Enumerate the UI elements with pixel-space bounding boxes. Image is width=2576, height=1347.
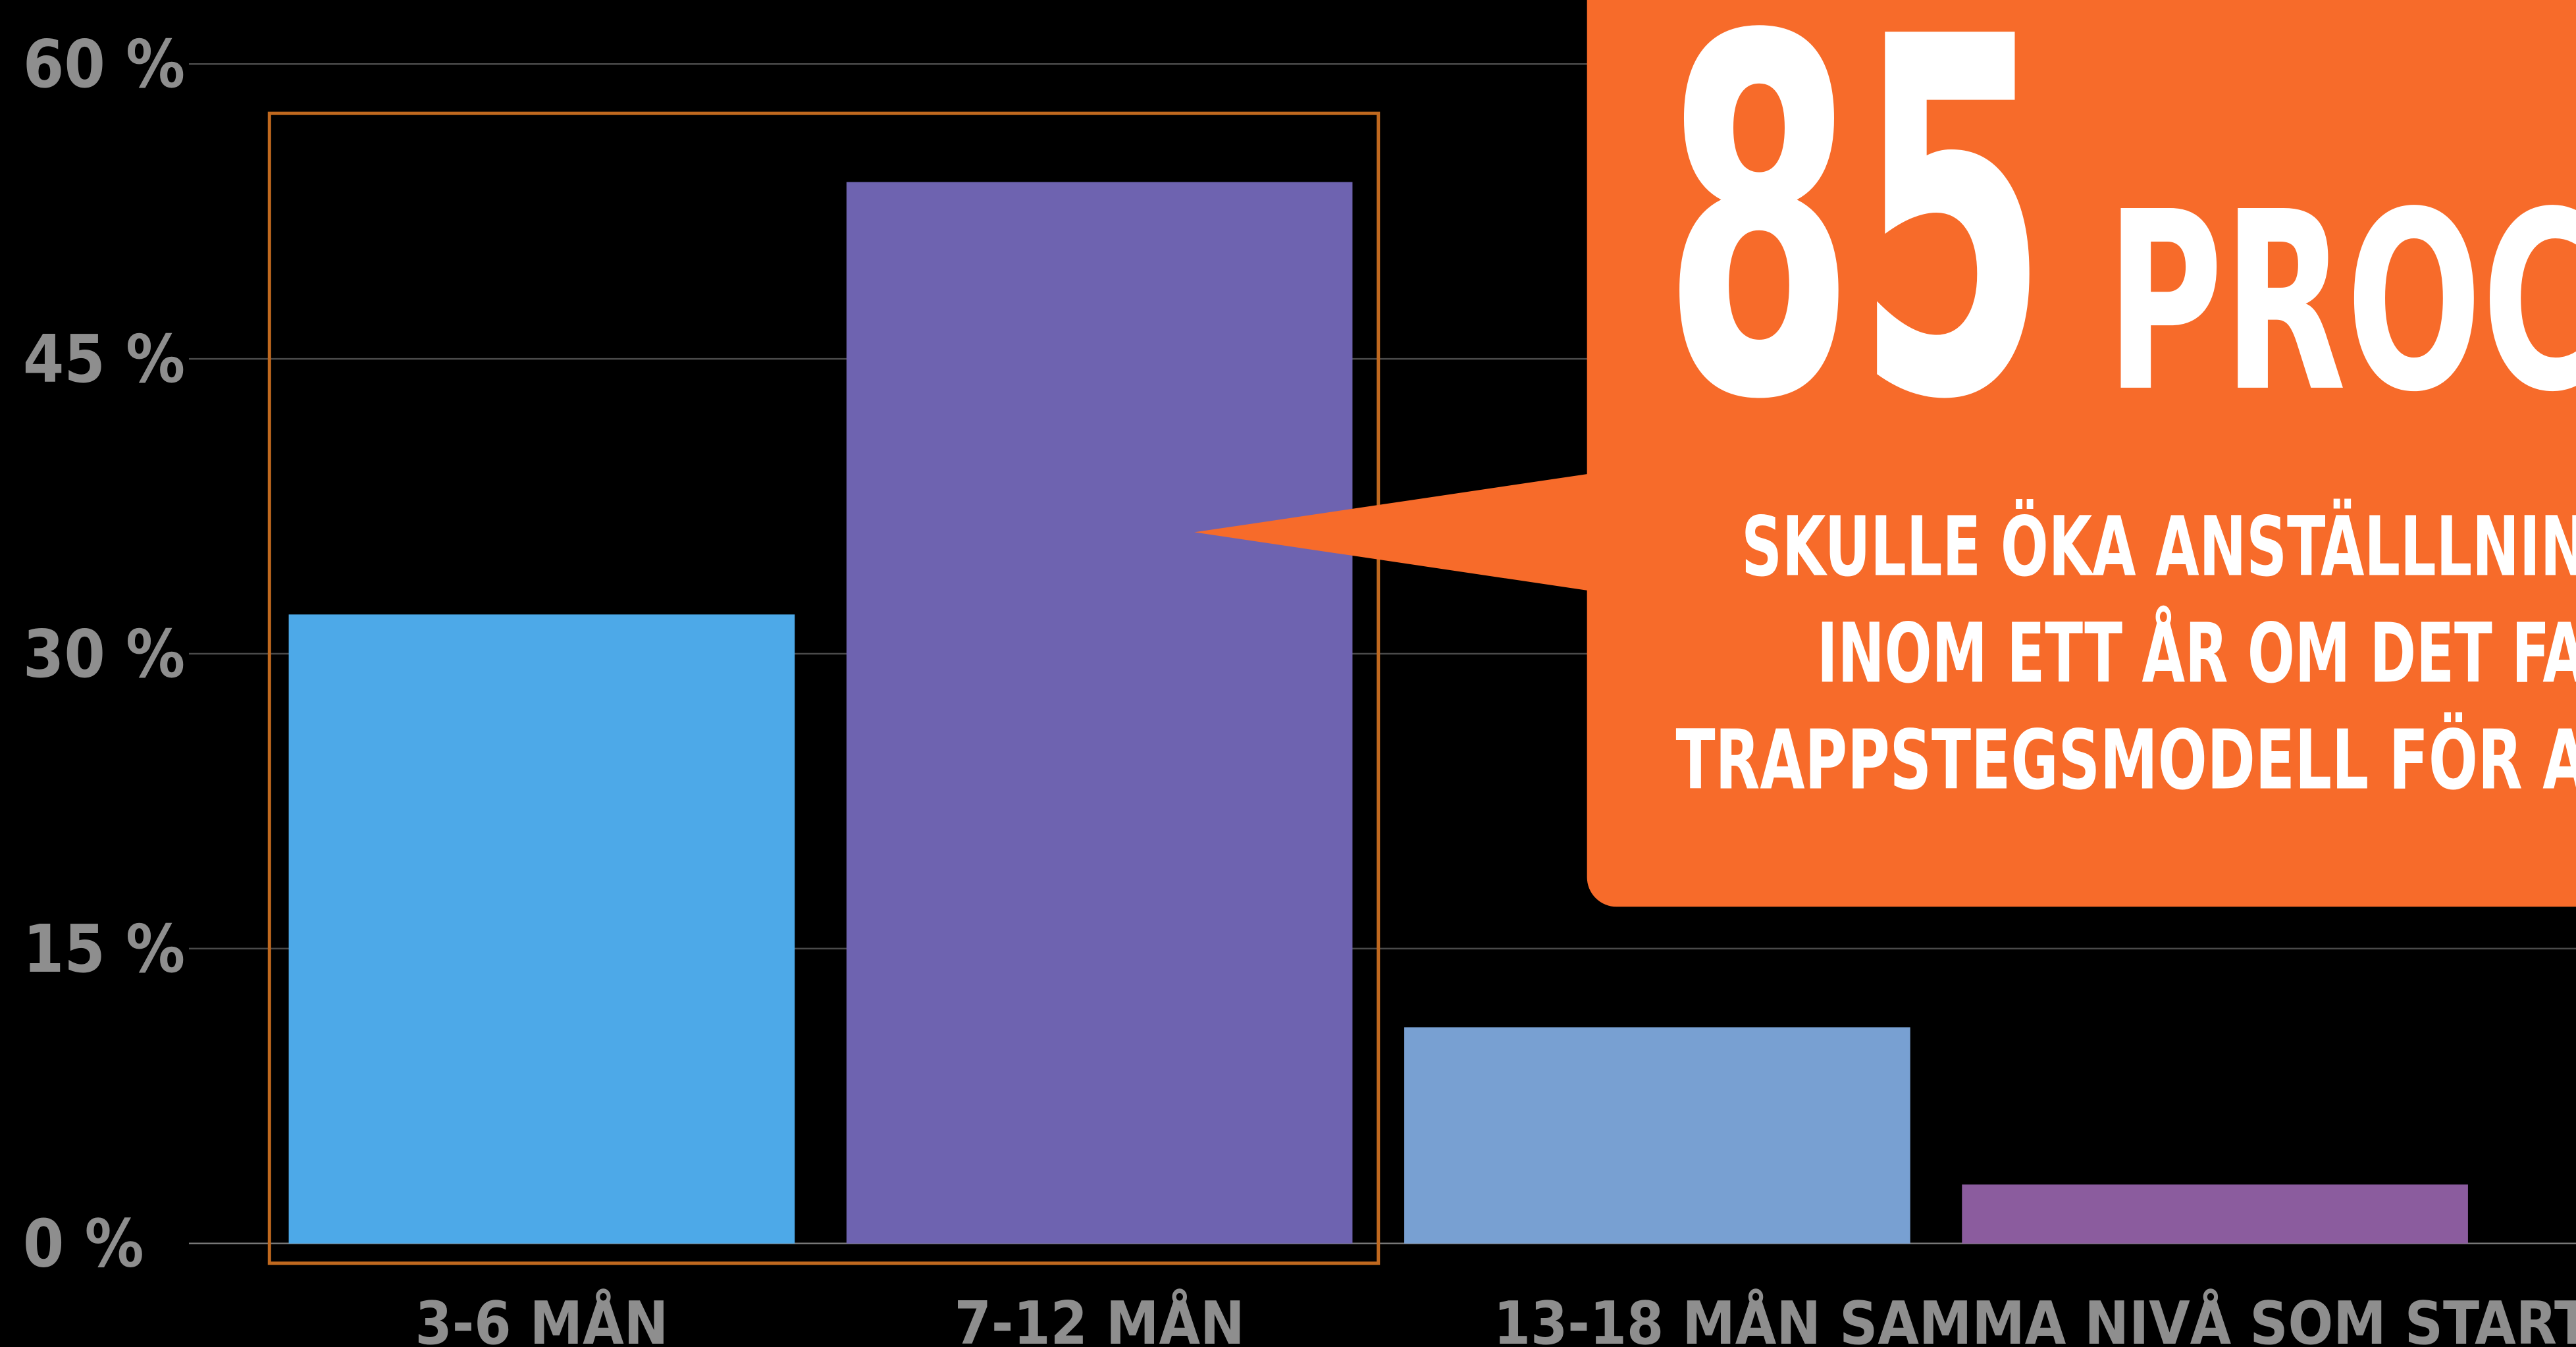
callout bbox=[1587, 0, 2576, 907]
callout-unit: PROC bbox=[2106, 160, 2576, 446]
bar bbox=[1404, 1027, 1910, 1244]
bar bbox=[846, 182, 1353, 1244]
bar bbox=[1962, 1184, 2468, 1244]
bar bbox=[288, 614, 795, 1244]
y-tick-label: 15 % bbox=[23, 911, 185, 988]
callout-line: INOM ETT ÅR OM DET FA bbox=[1817, 604, 2576, 701]
x-tick-label: 13-18 MÅN bbox=[1494, 1289, 1821, 1347]
callout-number: 85 bbox=[1662, 0, 2048, 508]
x-tick-label: 3-6 MÅN bbox=[415, 1289, 669, 1347]
highlight-box bbox=[267, 111, 1380, 1265]
callout-line: SKULLE ÖKA ANSTÄLLLNIN bbox=[1741, 498, 2576, 594]
callout-pointer bbox=[1194, 473, 1594, 592]
y-tick-label: 45 % bbox=[23, 321, 185, 398]
callout-line: TRAPPSTEGSMODELL FÖR A bbox=[1675, 712, 2576, 808]
x-tick-label: 7-12 MÅN bbox=[955, 1289, 1245, 1347]
y-tick-label: 0 % bbox=[23, 1205, 144, 1282]
bars bbox=[288, 182, 2468, 1244]
y-tick-label: 60 % bbox=[23, 26, 185, 103]
x-tick-label: SAMMA NIVÅ SOM START bbox=[1839, 1289, 2576, 1347]
y-tick-label: 30 % bbox=[23, 616, 185, 693]
